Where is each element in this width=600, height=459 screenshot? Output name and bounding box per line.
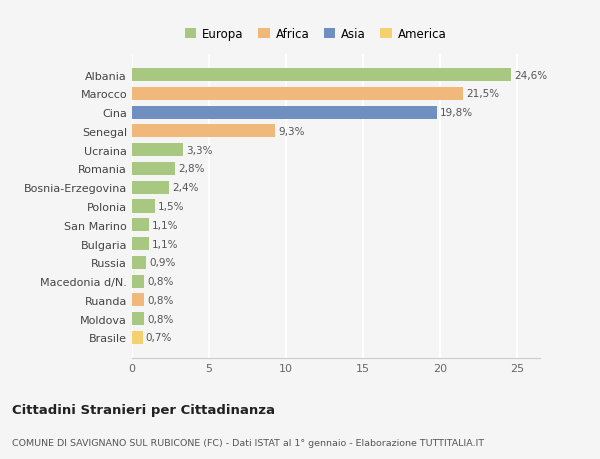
Bar <box>132 125 275 138</box>
Text: 2,4%: 2,4% <box>172 183 199 193</box>
Text: Cittadini Stranieri per Cittadinanza: Cittadini Stranieri per Cittadinanza <box>12 403 275 416</box>
Text: 1,1%: 1,1% <box>152 239 179 249</box>
Text: 0,9%: 0,9% <box>149 258 175 268</box>
Bar <box>132 331 143 344</box>
Text: 0,8%: 0,8% <box>148 295 174 305</box>
Text: 19,8%: 19,8% <box>440 108 473 118</box>
Bar <box>132 275 145 288</box>
Legend: Europa, Africa, Asia, America: Europa, Africa, Asia, America <box>181 25 450 45</box>
Text: 2,8%: 2,8% <box>178 164 205 174</box>
Bar <box>132 219 149 232</box>
Text: 0,8%: 0,8% <box>148 314 174 324</box>
Bar <box>132 144 183 157</box>
Text: 0,7%: 0,7% <box>146 333 172 343</box>
Bar <box>132 162 175 176</box>
Text: 3,3%: 3,3% <box>186 146 212 155</box>
Bar <box>132 88 463 101</box>
Text: COMUNE DI SAVIGNANO SUL RUBICONE (FC) - Dati ISTAT al 1° gennaio - Elaborazione : COMUNE DI SAVIGNANO SUL RUBICONE (FC) - … <box>12 438 484 447</box>
Text: 1,1%: 1,1% <box>152 220 179 230</box>
Bar <box>132 294 145 307</box>
Text: 9,3%: 9,3% <box>278 127 305 137</box>
Text: 0,8%: 0,8% <box>148 276 174 286</box>
Bar <box>132 200 155 213</box>
Bar <box>132 313 145 325</box>
Bar <box>132 256 146 269</box>
Text: 1,5%: 1,5% <box>158 202 185 212</box>
Bar <box>132 69 511 82</box>
Text: 24,6%: 24,6% <box>514 70 547 80</box>
Bar <box>132 181 169 194</box>
Bar <box>132 237 149 251</box>
Text: 21,5%: 21,5% <box>466 89 499 99</box>
Bar <box>132 106 437 119</box>
